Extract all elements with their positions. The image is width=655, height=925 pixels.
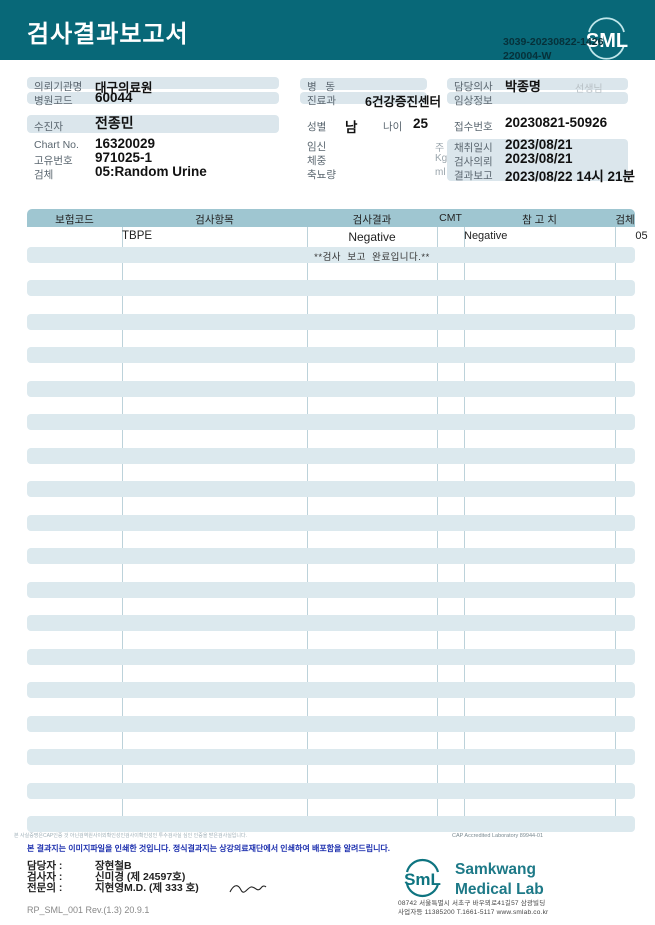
svg-text:SmL: SmL: [404, 870, 441, 889]
